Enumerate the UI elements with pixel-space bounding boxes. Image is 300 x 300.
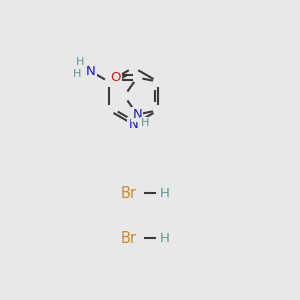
Text: Br: Br	[121, 231, 137, 246]
Text: N: N	[132, 108, 142, 121]
Text: N: N	[129, 118, 138, 131]
Text: H: H	[141, 118, 150, 128]
Text: H: H	[73, 70, 81, 80]
Text: H: H	[76, 57, 85, 67]
Text: O: O	[110, 71, 121, 84]
Text: H: H	[160, 187, 169, 200]
Text: Br: Br	[121, 186, 137, 201]
Text: N: N	[86, 65, 96, 78]
Text: H: H	[160, 232, 169, 245]
